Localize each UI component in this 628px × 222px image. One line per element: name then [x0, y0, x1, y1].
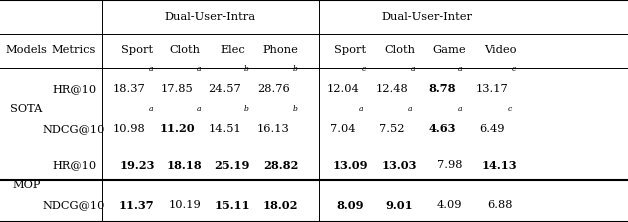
Text: Sport: Sport	[121, 45, 153, 55]
Text: 17.85: 17.85	[161, 84, 193, 94]
Text: 8.09: 8.09	[337, 200, 364, 211]
Text: 25.19: 25.19	[215, 160, 250, 171]
Text: 7.98: 7.98	[437, 160, 462, 170]
Text: 11.20: 11.20	[160, 123, 195, 134]
Text: a: a	[458, 65, 462, 73]
Text: a: a	[196, 105, 201, 113]
Text: c: c	[508, 105, 512, 113]
Text: c: c	[362, 65, 366, 73]
Text: 4.09: 4.09	[437, 200, 462, 210]
Text: 15.11: 15.11	[215, 200, 250, 211]
Text: Elec: Elec	[220, 45, 245, 55]
Text: c: c	[512, 65, 516, 73]
Text: MOP: MOP	[12, 180, 41, 190]
Text: 14.51: 14.51	[208, 124, 241, 134]
Text: HR@10: HR@10	[52, 160, 96, 170]
Text: a: a	[148, 105, 153, 113]
Text: Models: Models	[6, 45, 47, 55]
Text: HR@10: HR@10	[52, 84, 96, 94]
Text: 11.37: 11.37	[119, 200, 154, 211]
Text: Phone: Phone	[263, 45, 299, 55]
Text: a: a	[408, 105, 412, 113]
Text: 13.03: 13.03	[382, 160, 417, 171]
Text: 28.76: 28.76	[257, 84, 290, 94]
Text: 18.18: 18.18	[167, 160, 202, 171]
Text: 6.88: 6.88	[487, 200, 512, 210]
Text: 6.49: 6.49	[480, 124, 505, 134]
Text: 9.01: 9.01	[386, 200, 413, 211]
Text: NDCG@10: NDCG@10	[43, 200, 106, 210]
Text: Dual-User-Inter: Dual-User-Inter	[382, 12, 472, 22]
Text: 19.23: 19.23	[119, 160, 154, 171]
Text: NDCG@10: NDCG@10	[43, 124, 106, 134]
Text: Video: Video	[484, 45, 516, 55]
Text: a: a	[359, 105, 363, 113]
Text: 4.63: 4.63	[428, 123, 456, 134]
Text: b: b	[244, 105, 249, 113]
Text: 10.19: 10.19	[168, 200, 201, 210]
Text: a: a	[148, 65, 153, 73]
Text: 28.82: 28.82	[263, 160, 298, 171]
Text: Cloth: Cloth	[384, 45, 415, 55]
Text: Metrics: Metrics	[52, 45, 96, 55]
Text: 7.04: 7.04	[330, 124, 355, 134]
Text: 13.09: 13.09	[333, 160, 368, 171]
Text: b: b	[293, 105, 297, 113]
Text: 8.78: 8.78	[428, 83, 456, 94]
Text: 12.04: 12.04	[327, 84, 359, 94]
Text: 13.17: 13.17	[476, 84, 509, 94]
Text: Dual-User-Intra: Dual-User-Intra	[165, 12, 256, 22]
Text: a: a	[458, 105, 462, 113]
Text: b: b	[293, 65, 297, 73]
Text: Sport: Sport	[334, 45, 367, 55]
Text: a: a	[196, 65, 201, 73]
Text: b: b	[244, 65, 249, 73]
Text: 14.13: 14.13	[482, 160, 517, 171]
Text: 10.98: 10.98	[113, 124, 146, 134]
Text: 12.48: 12.48	[376, 84, 408, 94]
Text: 24.57: 24.57	[208, 84, 241, 94]
Text: a: a	[411, 65, 416, 73]
Text: 16.13: 16.13	[257, 124, 290, 134]
Text: 18.37: 18.37	[113, 84, 146, 94]
Text: 7.52: 7.52	[379, 124, 404, 134]
Text: Game: Game	[433, 45, 467, 55]
Text: 18.02: 18.02	[263, 200, 298, 211]
Text: Cloth: Cloth	[169, 45, 200, 55]
Text: SOTA: SOTA	[10, 104, 43, 114]
